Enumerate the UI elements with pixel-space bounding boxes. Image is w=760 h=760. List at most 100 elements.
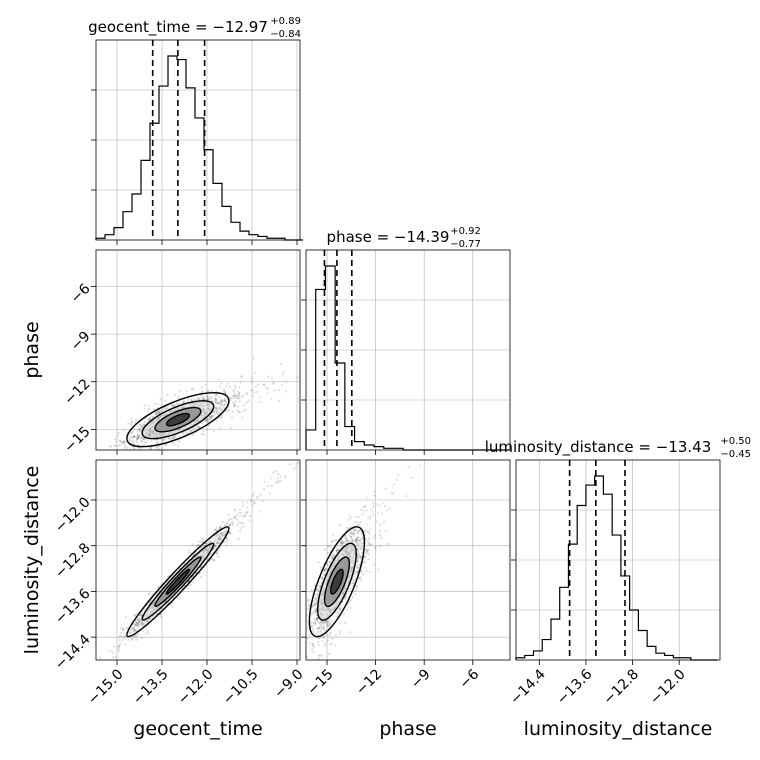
scatter-point — [130, 627, 133, 630]
scatter-point — [220, 409, 223, 412]
scatter-point — [127, 422, 130, 425]
scatter-point — [200, 547, 203, 550]
scatter-point — [237, 394, 241, 397]
scatter-point — [238, 508, 242, 511]
scatter-point — [227, 513, 230, 517]
histogram-bar — [114, 228, 123, 240]
scatter-point — [215, 542, 218, 545]
scatter-point — [129, 439, 132, 442]
scatter-point — [174, 403, 177, 406]
scatter-point — [234, 384, 237, 387]
scatter-point — [137, 620, 140, 623]
scatter-point — [152, 415, 155, 418]
scatter-point — [407, 465, 410, 469]
scatter-point — [155, 412, 158, 416]
scatter-point — [367, 531, 371, 534]
scatter-point — [178, 440, 181, 443]
scatter-point — [206, 428, 209, 431]
scatter-point — [312, 650, 315, 653]
scatter-point — [160, 615, 163, 618]
scatter-point — [229, 522, 232, 525]
scatter-point — [368, 571, 372, 574]
scatter-point — [338, 629, 341, 633]
scatter-point — [138, 428, 141, 431]
scatter-point — [395, 478, 398, 482]
scatter-point — [229, 532, 232, 535]
tick-label-y: −12.0 — [52, 494, 94, 536]
scatter-point — [211, 400, 214, 403]
tick-label-x: −14.4 — [507, 666, 549, 708]
scatter-point — [148, 418, 151, 421]
scatter-point — [348, 514, 351, 517]
scatter-point — [196, 544, 199, 547]
scatter-point — [318, 653, 321, 657]
scatter-point — [310, 589, 313, 592]
scatter-point — [162, 438, 165, 441]
scatter-point — [190, 398, 193, 401]
scatter-point — [234, 386, 237, 390]
scatter-point — [156, 611, 159, 614]
scatter-point — [246, 510, 249, 514]
scatter-point — [208, 539, 211, 542]
scatter-point — [223, 398, 227, 401]
scatter-point — [223, 404, 226, 407]
scatter-point — [335, 539, 338, 542]
scatter-point — [210, 389, 213, 393]
scatter-point — [281, 373, 284, 376]
scatter-point — [285, 390, 288, 393]
scatter-point — [240, 511, 243, 514]
scatter-point — [171, 404, 174, 407]
scatter-point — [234, 404, 237, 407]
scatter-point — [134, 623, 137, 626]
scatter-point — [216, 534, 220, 538]
scatter-point — [259, 396, 262, 399]
scatter-point — [212, 559, 216, 562]
scatter-point — [164, 407, 167, 410]
scatter-point — [135, 439, 138, 442]
scatter-point — [347, 518, 350, 521]
scatter-point — [186, 399, 189, 402]
scatter-point — [306, 599, 310, 602]
scatter-point — [371, 510, 374, 513]
scatter-point — [225, 522, 228, 525]
scatter-point — [231, 522, 234, 525]
scatter-point — [155, 413, 158, 416]
tick-label-x: −12 — [353, 666, 385, 698]
scatter-point — [334, 633, 337, 637]
scatter-point — [220, 535, 223, 538]
scatter-point — [172, 404, 176, 408]
scatter-point — [130, 423, 133, 426]
scatter-point — [206, 397, 209, 400]
scatter-point — [210, 417, 213, 420]
scatter-point — [176, 397, 179, 400]
scatter-point — [265, 386, 268, 389]
scatter-point — [137, 444, 140, 447]
scatter-point — [163, 443, 167, 447]
scatter-point — [187, 587, 190, 590]
scatter-point — [174, 434, 178, 437]
scatter-point — [134, 634, 137, 637]
scatter-point — [245, 401, 248, 404]
scatter-point — [197, 426, 200, 429]
scatter-point — [212, 430, 215, 433]
scatter-point — [176, 444, 180, 448]
scatter-point — [222, 534, 225, 537]
scatter-point — [252, 501, 255, 504]
scatter-point — [137, 435, 140, 438]
scatter-point — [218, 527, 221, 530]
scatter-point — [235, 518, 239, 521]
scatter-point — [332, 534, 335, 537]
scatter-point — [173, 437, 176, 440]
scatter-point — [223, 403, 227, 406]
scatter-point — [146, 438, 149, 441]
scatter-point — [218, 537, 221, 540]
scatter-point — [242, 394, 245, 397]
tick-label-x: −10.5 — [220, 666, 262, 708]
scatter-point — [198, 426, 201, 429]
scatter-point — [215, 398, 218, 401]
scatter-point — [359, 521, 362, 524]
scatter-point — [270, 397, 273, 400]
histogram-bar — [240, 231, 249, 240]
scatter-point — [331, 540, 334, 543]
scatter-point — [214, 412, 218, 415]
